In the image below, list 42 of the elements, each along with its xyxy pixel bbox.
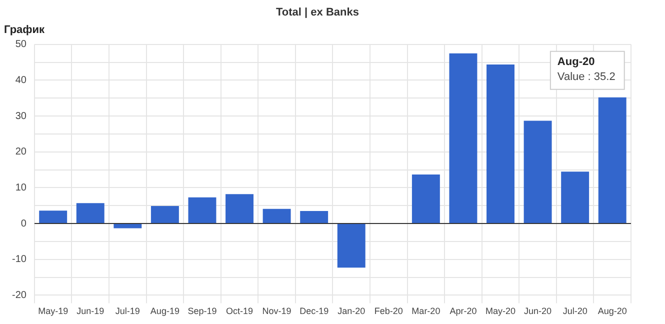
bar	[412, 174, 440, 224]
y-tick-label: 20	[15, 146, 27, 158]
bar	[449, 53, 478, 224]
y-tick-label: 50	[15, 39, 27, 50]
bar	[300, 211, 328, 224]
x-tick-label: Dec-19	[300, 306, 329, 316]
x-tick-label: Nov-19	[262, 306, 292, 316]
x-tick-label: Jun-19	[76, 306, 104, 316]
bar	[150, 206, 179, 224]
x-tick-label: Jun-20	[524, 306, 552, 316]
x-tick-label: Sep-19	[188, 306, 217, 316]
bar	[76, 203, 104, 224]
annotation: Aug-20 Value : 35.2	[557, 56, 616, 83]
x-tick-label: Aug-19	[150, 306, 180, 316]
x-tick-label: Apr-20	[450, 306, 477, 316]
bar	[561, 172, 590, 224]
y-tick-label: 40	[15, 74, 27, 86]
bar	[524, 120, 552, 224]
y-tick-label: 0	[20, 218, 27, 230]
y-tick-label: 30	[15, 110, 27, 122]
x-tick-label: Jan-20	[338, 306, 366, 316]
x-tick-label: Jul-20	[562, 306, 588, 316]
x-tick-label: May-19	[38, 306, 68, 316]
bar	[598, 97, 626, 224]
x-tick-label: May-20	[486, 306, 516, 316]
bar	[262, 208, 291, 224]
x-tick-label: Jul-19	[115, 306, 140, 316]
chart-subtitle: График	[4, 24, 46, 36]
chart-title: Total | ex Banks	[276, 6, 359, 19]
bar	[226, 194, 254, 224]
bar	[114, 224, 142, 228]
y-tick-label: -10	[12, 254, 27, 266]
y-tick-label: -20	[12, 290, 27, 301]
bar	[188, 197, 216, 224]
y-tick-label: 10	[15, 182, 27, 194]
bar	[39, 210, 68, 224]
bar	[486, 64, 514, 224]
x-tick-label: Aug-20	[598, 306, 627, 316]
x-tick-label: Oct-19	[226, 306, 254, 316]
x-tick-label: Feb-20	[374, 306, 403, 316]
x-tick-label: Mar-20	[412, 306, 440, 316]
bar	[337, 224, 366, 268]
